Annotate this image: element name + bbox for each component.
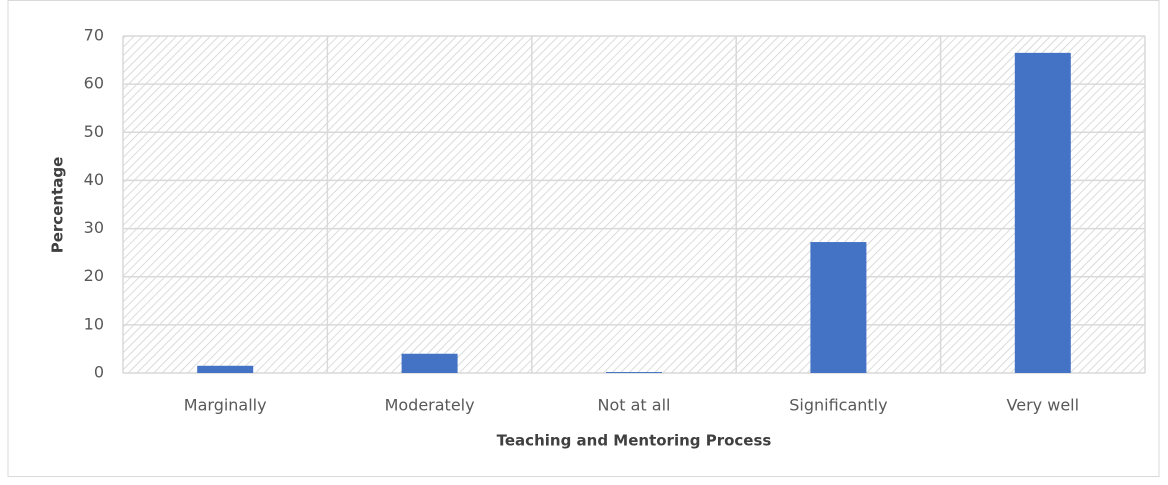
bar bbox=[606, 372, 662, 373]
y-tick-label: 20 bbox=[84, 266, 104, 285]
bar bbox=[1014, 52, 1071, 373]
y-tick-label: 0 bbox=[94, 363, 104, 382]
y-tick-label: 30 bbox=[84, 218, 104, 237]
y-tick-label: 60 bbox=[84, 74, 104, 93]
x-tick-label: Marginally bbox=[184, 396, 267, 415]
bar bbox=[810, 242, 867, 373]
x-tick-label: Very well bbox=[1007, 396, 1080, 415]
x-tick-label: Moderately bbox=[385, 396, 475, 415]
bar bbox=[197, 365, 254, 373]
y-axis-title: Percentage bbox=[49, 157, 67, 254]
y-tick-label: 10 bbox=[84, 314, 104, 333]
plot-area bbox=[123, 36, 1145, 373]
bar bbox=[401, 353, 458, 373]
x-tick-label: Not at all bbox=[598, 396, 671, 415]
x-axis-title: Teaching and Mentoring Process bbox=[497, 432, 772, 450]
y-tick-label: 50 bbox=[84, 122, 104, 141]
x-tick-label: Significantly bbox=[789, 396, 887, 415]
y-tick-label: 70 bbox=[84, 26, 104, 45]
y-tick-label: 40 bbox=[84, 170, 104, 189]
